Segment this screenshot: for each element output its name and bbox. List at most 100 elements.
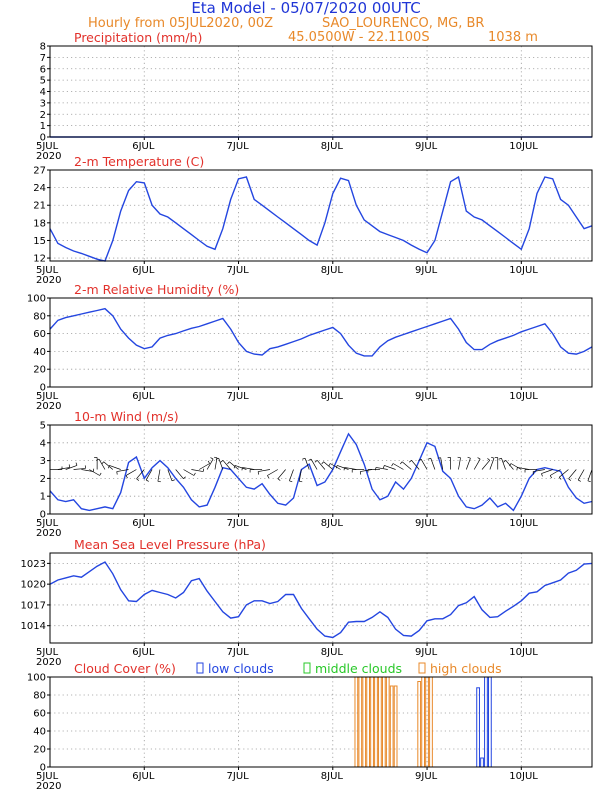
wind-barb-head [257,471,259,475]
cloud-bar [484,676,488,768]
wind-barb [375,467,388,470]
wind-barb [229,461,239,470]
cloud-bar [417,681,422,768]
y-tick-label: 1 [40,492,46,503]
panel-title: 2-m Temperature (C) [74,154,204,169]
cloud-bar [358,676,363,768]
wind-barb [167,469,173,481]
wind-barb [183,469,195,476]
legend-label: middle clouds [315,661,402,676]
wind-barb [206,458,214,470]
wind-barb [577,469,585,481]
cloud-bar [354,676,359,768]
wind-barb-head [343,467,345,471]
x-tick-year: 2020 [36,401,61,412]
chart-title: Eta Model - 05/07/2020 00UTC [191,0,420,17]
cloud-bar [476,687,480,768]
y-tick-label: 5 [40,76,46,87]
wind-barb [330,463,341,470]
y-tick-label: 0 [40,133,46,144]
wind-barb [440,457,444,470]
wind-barb-head [487,458,490,461]
panel-frame [49,676,593,768]
cloud-bar [385,676,390,768]
y-tick-label: 0 [40,510,46,521]
wind-barb-head [509,463,512,467]
cloud-bar [421,676,425,768]
x-tick-label: 5JUL [36,265,59,276]
wind-barb-head [516,467,518,471]
x-tick-year: 2020 [36,528,61,539]
wind-barb-head [308,458,312,461]
wind-barb-head [328,463,331,467]
cloud-bar [488,676,492,768]
wind-barb [258,469,271,472]
wind-barb-head [108,465,110,469]
panel-title: Precipitation (mm/h) [74,30,202,45]
x-tick-label: 8JUL [321,771,344,782]
panel-4: 0 1 2 3 4 5 5JUL2020 6JUL 7JUL 8JUL 9JUL 10JUL 10-m … [36,409,593,539]
wind-barb [458,457,461,470]
wind-barb-head [214,456,218,459]
wind-barb-head [193,472,196,476]
wind-barb [501,458,506,470]
wind-barb [505,460,514,470]
y-tick-label: 6 [40,64,46,75]
wind-barb-head [277,478,281,481]
wind-barb [73,468,86,470]
wind-barb-head [427,457,431,460]
wind-barb [559,469,569,478]
wind-barb [136,469,145,479]
wind-barb-head [157,480,161,483]
wind-barb-head [408,460,412,463]
x-tick-label: 10JUL [509,647,538,658]
wind-barb-head [558,476,562,480]
legend-swatch [303,662,311,674]
wind-barb [298,469,302,482]
x-tick-label: 8JUL [321,391,344,402]
wind-barb-head [125,475,128,479]
x-tick-label: 10JUL [509,141,538,152]
wind-barb-head [99,472,102,476]
wind-barb-head [202,468,205,472]
x-tick-year: 2020 [36,781,61,792]
y-tick-label: 40 [33,347,46,358]
wind-barb [199,463,210,470]
y-tick-label: 2 [40,474,46,485]
x-tick-label: 10JUL [509,391,538,402]
x-tick-label: 6JUL [132,518,155,529]
legend-label: low clouds [208,661,274,676]
wind-barb-head [549,475,552,479]
y-tick-label: 20 [33,745,46,756]
panel-frame [49,297,593,388]
panel-5: 1014 1017 1020 1023 5JUL2020 6JUL 7JUL 8JUL 9JUL… [21,537,593,668]
panel-6: 0 20 40 60 80 100 5JUL2020 6JUL 7JUL 8JUL 9JUL 10JU… [27,661,593,792]
y-tick-label: 80 [33,311,46,322]
wind-barb-head [498,457,502,460]
y-tick-label: 60 [33,709,46,720]
wind-barb [116,469,129,472]
legend-label: high clouds [430,661,502,676]
wind-barb-head [375,467,377,471]
wind-barb [234,465,247,470]
wind-barb [587,469,593,481]
wind-barb [411,460,420,470]
wind-barb [392,463,404,470]
x-tick-label: 6JUL [132,265,155,276]
y-tick-label: 1014 [21,621,46,632]
wind-barb [489,458,495,470]
x-tick-label: 7JUL [227,771,250,782]
wind-barb [218,458,224,470]
wind-barb-head [477,457,481,460]
y-tick-label: 5 [40,421,46,432]
wind-barb-head [321,461,324,465]
x-tick-label: 9JUL [415,647,438,658]
wind-barb [125,469,137,476]
x-tick-label: 10JUL [509,265,538,276]
wind-barb-head [418,458,422,461]
wind-barb-head [335,465,338,469]
